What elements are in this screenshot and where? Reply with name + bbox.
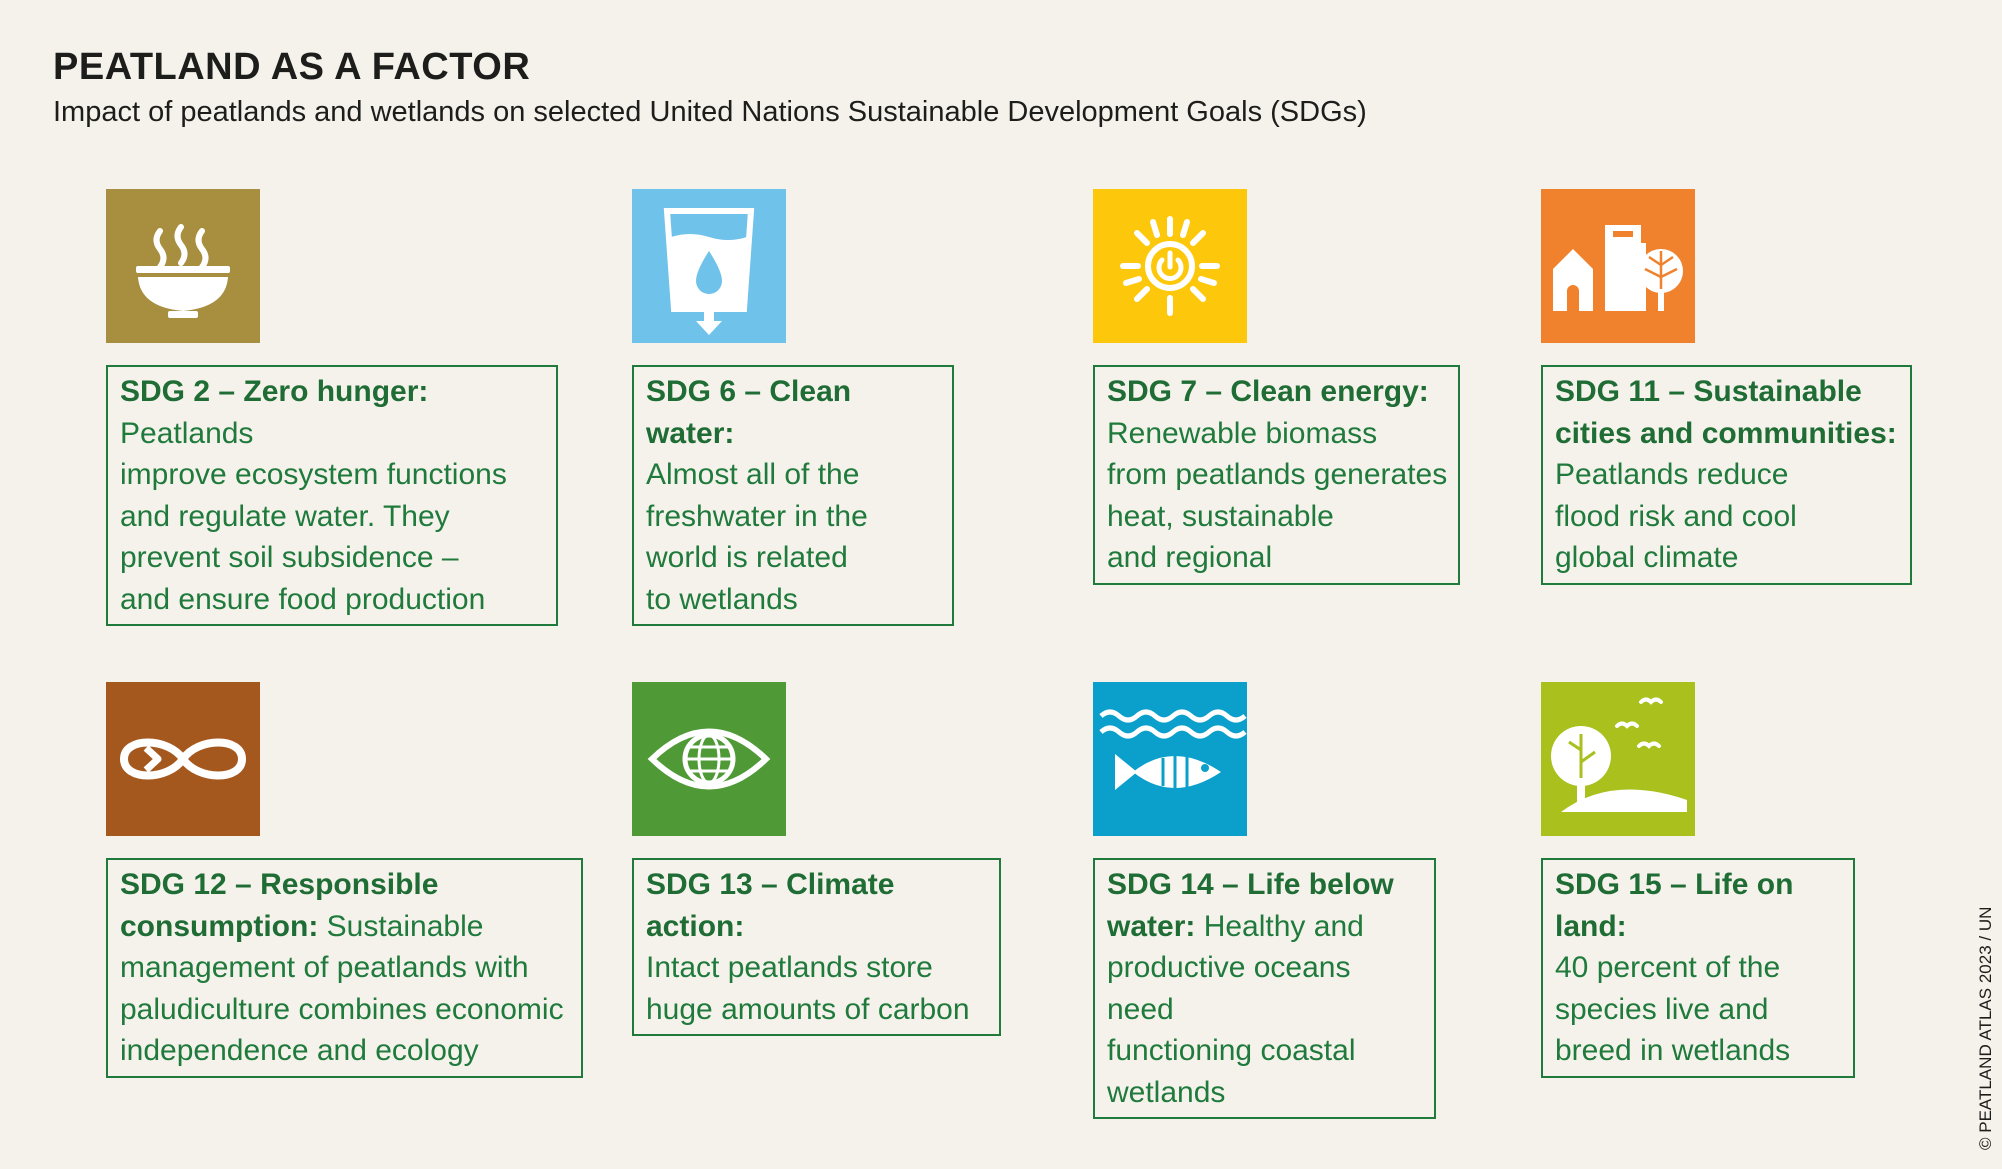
sdg-12-text: SDG 12 – Responsible consumption: Sustai… [106, 858, 583, 1078]
water-glass-icon [632, 189, 786, 343]
city-icon [1541, 189, 1695, 343]
sdg-15-text: SDG 15 – Life on land: 40 percent of the… [1541, 858, 1855, 1078]
sdg-7-text: SDG 7 – Clean energy: Renewable biomass … [1093, 365, 1460, 585]
globe-eye-icon [632, 682, 786, 836]
page-title: PEATLAND AS A FACTOR [53, 46, 531, 88]
sdg-13-text: SDG 13 – Climate action: Intact peatland… [632, 858, 1001, 1036]
fish-waves-icon [1093, 682, 1247, 836]
tree-birds-icon [1541, 682, 1695, 836]
food-bowl-icon [106, 189, 260, 343]
sun-power-icon [1093, 189, 1247, 343]
infinity-loop-icon [106, 682, 260, 836]
sdg-6-text: SDG 6 – Clean water: Almost all of the f… [632, 365, 954, 626]
sdg-14-text: SDG 14 – Life below water: Healthy and p… [1093, 858, 1436, 1119]
copyright-note: © PEATLAND ATLAS 2023 / UN [1976, 906, 1995, 1150]
page-subtitle: Impact of peatlands and wetlands on sele… [53, 96, 1367, 128]
sdg-2-text: SDG 2 – Zero hunger: Peatlands improve e… [106, 365, 558, 626]
sdg-11-text: SDG 11 – Sustainable cities and communit… [1541, 365, 1912, 585]
